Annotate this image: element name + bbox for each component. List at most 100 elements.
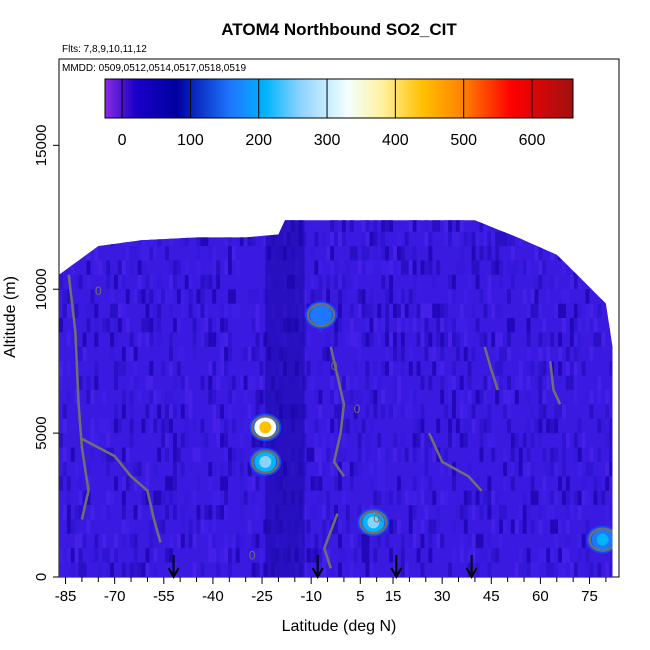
field-cell	[463, 231, 468, 247]
field-cell	[562, 490, 566, 506]
field-cell	[369, 260, 374, 275]
field-cell	[597, 418, 602, 434]
field-cell	[255, 332, 260, 347]
field-cell	[530, 461, 535, 477]
field-cell	[62, 289, 67, 304]
field-cell	[326, 447, 331, 462]
field-cell	[538, 246, 543, 261]
field-cell	[577, 461, 582, 477]
field-cell	[165, 418, 169, 434]
field-cell	[444, 332, 448, 347]
field-cell	[526, 562, 531, 577]
field-cell	[334, 318, 338, 333]
field-cell	[514, 260, 519, 275]
field-cell	[573, 318, 578, 333]
field-cell	[365, 361, 370, 376]
field-cell	[176, 289, 181, 304]
field-cell	[204, 519, 209, 534]
field-cell	[377, 533, 382, 549]
field-cell	[589, 303, 594, 318]
field-cell	[483, 418, 488, 434]
field-cell	[573, 303, 578, 318]
field-cell	[510, 519, 515, 534]
field-cell	[235, 447, 240, 462]
field-cell	[161, 289, 166, 304]
field-cell	[538, 375, 543, 390]
field-cell	[173, 404, 177, 419]
field-cell	[78, 346, 83, 362]
contour-label: 0	[331, 359, 338, 373]
field-cell	[393, 447, 397, 462]
field-cell	[224, 418, 228, 434]
field-cell	[180, 346, 185, 362]
field-cell	[345, 418, 350, 434]
field-cell	[573, 389, 578, 405]
field-cell	[283, 203, 287, 217]
field-cell	[467, 461, 472, 477]
field-cell	[129, 231, 134, 247]
field-cell	[409, 203, 413, 217]
colorbar-tick-label: 300	[314, 132, 341, 149]
field-cell	[173, 461, 177, 477]
field-cell	[495, 361, 500, 376]
field-cell	[251, 490, 256, 506]
field-cell	[412, 318, 417, 333]
field-cell	[306, 447, 311, 462]
field-cell	[110, 231, 114, 247]
field-cell	[550, 548, 555, 563]
field-cell	[491, 433, 496, 448]
field-cell	[157, 519, 162, 534]
field-cell	[400, 303, 405, 318]
field-cell	[125, 476, 130, 491]
field-cell	[428, 490, 433, 506]
field-cell	[424, 220, 429, 232]
field-cell	[436, 533, 441, 549]
field-cell	[78, 375, 83, 390]
field-cell	[173, 562, 177, 577]
field-cell	[428, 519, 433, 534]
field-cell	[487, 476, 492, 491]
field-cell	[184, 433, 189, 448]
field-cell	[62, 418, 67, 434]
field-cell	[534, 375, 539, 390]
field-cell	[251, 476, 256, 491]
field-cell	[117, 361, 122, 376]
field-cell	[231, 418, 236, 434]
field-cell	[550, 461, 555, 477]
field-cell	[318, 548, 323, 563]
field-cell	[609, 260, 613, 275]
field-cell	[196, 231, 201, 247]
field-cell	[129, 389, 134, 405]
field-cell	[562, 562, 566, 577]
field-cell	[86, 260, 91, 275]
field-cell	[518, 447, 523, 462]
field-cell	[613, 390, 617, 404]
field-cell	[200, 519, 205, 534]
field-cell	[401, 203, 405, 217]
field-cell	[475, 490, 480, 506]
field-cell	[200, 274, 205, 290]
field-cell	[330, 461, 335, 477]
field-cell	[228, 447, 232, 462]
field-cell	[59, 361, 63, 376]
field-cell	[90, 548, 95, 563]
field-cell	[176, 260, 181, 275]
field-cell	[322, 346, 327, 362]
field-cell	[455, 332, 460, 347]
field-cell	[565, 519, 570, 534]
field-cell	[263, 220, 268, 232]
field-cell	[110, 332, 114, 347]
field-cell	[585, 461, 590, 477]
field-cell	[605, 274, 610, 290]
field-cell	[153, 548, 158, 563]
field-cell	[224, 231, 228, 247]
field-cell	[597, 447, 602, 462]
field-cell	[389, 404, 393, 419]
field-cell	[601, 289, 606, 304]
field-cell	[180, 231, 185, 247]
field-cell	[393, 303, 397, 318]
field-cell	[169, 289, 173, 304]
field-cell	[558, 203, 562, 217]
field-cell	[255, 289, 260, 304]
field-cell	[550, 274, 555, 290]
